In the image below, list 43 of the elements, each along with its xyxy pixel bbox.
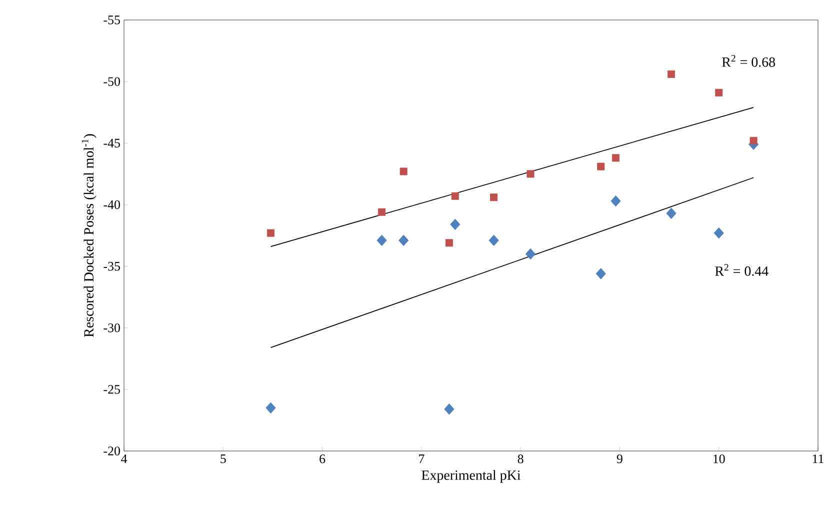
y-tick-label: -30 xyxy=(104,323,120,332)
point xyxy=(610,195,621,207)
point xyxy=(266,229,274,237)
point xyxy=(612,154,620,162)
y-tick-label: -35 xyxy=(104,262,120,271)
point xyxy=(400,168,408,176)
point xyxy=(668,70,676,78)
point xyxy=(266,402,276,414)
x-tick-label: 10 xyxy=(714,454,725,464)
point xyxy=(444,403,454,415)
annotation: R$^{2}$ = 0.44 xyxy=(715,264,768,276)
point xyxy=(445,239,453,247)
x-tick-label: 7 xyxy=(419,454,424,463)
x-tick-label: 6 xyxy=(320,454,326,464)
x-tick-label: 11 xyxy=(812,454,824,464)
y-tick-label: -20 xyxy=(104,446,120,456)
point xyxy=(715,88,723,96)
point xyxy=(378,208,386,216)
point xyxy=(451,192,459,200)
y-tick-label: -45 xyxy=(104,138,120,148)
point xyxy=(666,208,676,219)
x-tick-label: 8 xyxy=(518,454,524,464)
point xyxy=(490,194,498,202)
y-axis-title: Rescored Docked Poses (kcal mol$^{-1}$) xyxy=(82,134,96,338)
annotation: R$^{2}$ = 0.68 xyxy=(722,55,776,67)
x-tick-label: 5 xyxy=(220,454,226,464)
point xyxy=(750,136,758,144)
x-axis-title: Experimental pKi xyxy=(422,470,521,483)
point xyxy=(376,234,387,246)
point xyxy=(526,170,534,178)
point xyxy=(488,234,499,246)
point xyxy=(596,268,606,280)
x-tick-label: 4 xyxy=(121,454,128,464)
y-tick-label: -50 xyxy=(104,77,120,86)
point xyxy=(398,234,409,246)
x-tick-label: 9 xyxy=(616,454,622,464)
y-tick-label: -55 xyxy=(104,16,120,24)
y-tick-label: -40 xyxy=(104,200,120,210)
point xyxy=(525,248,536,260)
point xyxy=(714,227,724,239)
y-tick-label: -25 xyxy=(104,385,120,394)
point xyxy=(597,162,605,170)
point xyxy=(450,218,460,230)
